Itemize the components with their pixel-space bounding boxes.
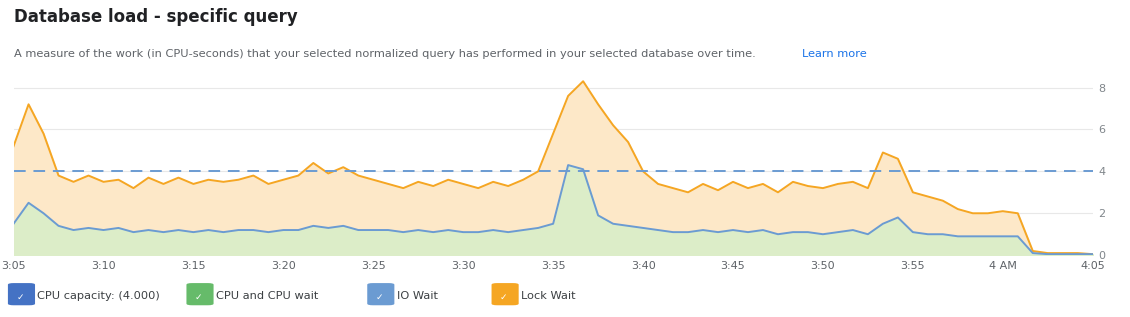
Text: ✓: ✓ [376, 292, 383, 301]
Text: IO Wait: IO Wait [397, 291, 437, 301]
Text: CPU and CPU wait: CPU and CPU wait [216, 291, 319, 301]
Text: A measure of the work (in CPU-seconds) that your selected normalized query has p: A measure of the work (in CPU-seconds) t… [14, 49, 759, 59]
Text: ✓: ✓ [195, 292, 202, 301]
Text: Learn more: Learn more [802, 49, 867, 59]
Text: ✓: ✓ [17, 292, 24, 301]
Text: Lock Wait: Lock Wait [521, 291, 575, 301]
Text: ✓: ✓ [501, 292, 507, 301]
Text: CPU capacity: (4.000): CPU capacity: (4.000) [37, 291, 160, 301]
Text: Database load - specific query: Database load - specific query [14, 8, 297, 26]
